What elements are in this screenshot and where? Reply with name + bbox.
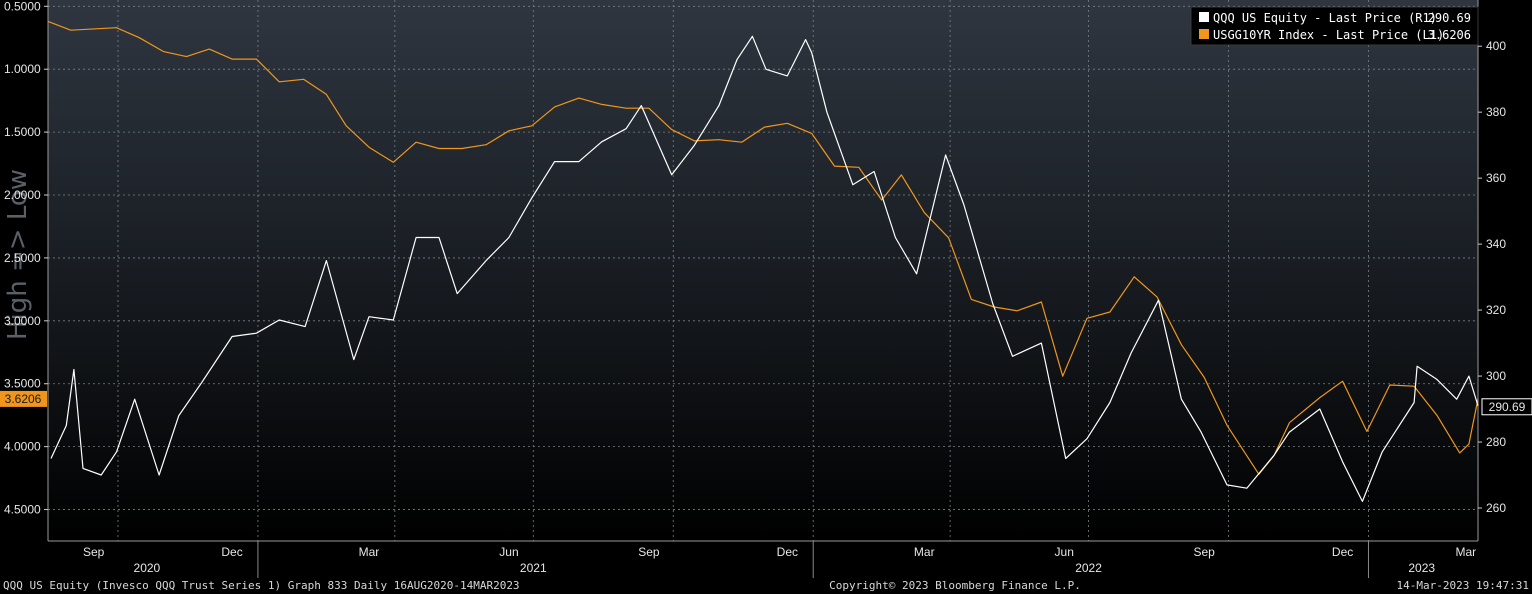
right-tick-label: 380	[1486, 105, 1506, 119]
left-tick-label: 4.5000	[4, 503, 41, 517]
left-tick-label: 0.5000	[4, 0, 41, 13]
right-tick-label: 260	[1486, 501, 1506, 515]
right-tick-label: 320	[1486, 303, 1506, 317]
footer-timestamp: 14-Mar-2023 19:47:31	[1397, 579, 1529, 592]
left-tick-label: 1.5000	[4, 125, 41, 139]
x-year-label: 2023	[1408, 561, 1435, 575]
legend-swatch-qqq	[1199, 12, 1209, 22]
x-month-label: Dec	[221, 545, 242, 559]
background-watermark-label: High => Low	[3, 169, 33, 340]
right-tick-label: 340	[1486, 237, 1506, 251]
left-axis: 0.5000 1.0000 1.5000 2.0000 2.5000 3.0000 3.50…	[4, 0, 49, 541]
legend: QQQ US Equity - Last Price (R1) 290.69 U…	[1190, 6, 1479, 46]
x-year-label: 2021	[520, 561, 547, 575]
x-month-label: Mar	[359, 545, 380, 559]
plot-area	[48, 0, 1478, 541]
qqq-last-value-label: 290.69	[1489, 400, 1526, 414]
right-tick-label: 360	[1486, 171, 1506, 185]
legend-value-usgg10yr: 3.6206	[1428, 28, 1471, 42]
footer: QQQ US Equity (Invesco QQQ Trust Series …	[3, 579, 1529, 592]
right-tick-label: 400	[1486, 39, 1506, 53]
left-tick-label: 2.0000	[4, 188, 41, 202]
right-axis: 400 380 360 340 320 300 280 260	[1477, 0, 1506, 541]
left-tick-label: 2.5000	[4, 251, 41, 265]
legend-box	[1190, 6, 1479, 46]
x-month-label: Jun	[1055, 545, 1074, 559]
left-tick-label: 4.0000	[4, 440, 41, 454]
series-layer	[47, 20, 1479, 502]
right-tick-label: 280	[1486, 435, 1506, 449]
x-month-label: Sep	[1193, 545, 1215, 559]
legend-label-usgg10yr: USGG10YR Index - Last Price (L1)	[1213, 28, 1444, 42]
x-month-label: Mar	[914, 545, 935, 559]
legend-value-qqq: 290.69	[1428, 11, 1471, 25]
last-value-markers: 290.69 3.6206	[0, 390, 1532, 416]
x-month-label: Jun	[499, 545, 518, 559]
left-tick-label: 3.5000	[4, 377, 41, 391]
series-qqq-line	[50, 35, 1479, 502]
legend-swatch-usgg10yr	[1199, 29, 1209, 39]
x-month-label: Sep	[83, 545, 105, 559]
left-tick-label: 1.0000	[4, 62, 41, 76]
qqq-last-value-marker	[1481, 398, 1532, 416]
usgg10yr-last-value-marker	[0, 390, 47, 407]
x-month-label: Dec	[1332, 545, 1353, 559]
usgg10yr-last-value-label: 3.6206	[5, 392, 42, 406]
footer-copyright: Copyright© 2023 Bloomberg Finance L.P.	[829, 579, 1081, 592]
x-year-label: 2020	[134, 561, 161, 575]
legend-label-qqq: QQQ US Equity - Last Price (R1)	[1213, 11, 1437, 25]
x-month-label: Sep	[638, 545, 660, 559]
left-tick-label: 3.0000	[4, 314, 41, 328]
x-month-label: Dec	[777, 545, 798, 559]
right-tick-label: 300	[1486, 369, 1506, 383]
footer-description: QQQ US Equity (Invesco QQQ Trust Series …	[3, 579, 520, 592]
x-month-label: Mar	[1455, 545, 1476, 559]
grid-lines	[48, 0, 1478, 541]
x-axis: Sep Dec Mar Jun Sep Dec Mar Jun Sep Dec Mar 2020 202…	[48, 540, 1478, 578]
x-year-label: 2022	[1075, 561, 1102, 575]
